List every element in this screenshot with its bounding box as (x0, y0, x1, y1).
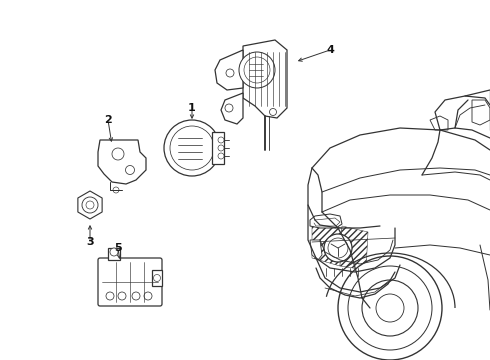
Circle shape (110, 248, 118, 256)
Circle shape (225, 104, 233, 112)
Circle shape (125, 166, 134, 175)
Circle shape (244, 57, 270, 83)
Circle shape (218, 137, 224, 143)
Polygon shape (310, 240, 322, 260)
Polygon shape (98, 140, 146, 184)
Text: 3: 3 (86, 237, 94, 247)
Circle shape (118, 292, 126, 300)
Text: 4: 4 (326, 45, 334, 55)
Circle shape (132, 292, 140, 300)
Circle shape (376, 294, 404, 322)
Text: 5: 5 (114, 243, 122, 253)
Circle shape (164, 120, 220, 176)
Polygon shape (212, 132, 224, 164)
Circle shape (226, 69, 234, 77)
Polygon shape (152, 270, 162, 286)
Polygon shape (78, 191, 102, 219)
Circle shape (348, 266, 432, 350)
Circle shape (170, 126, 214, 170)
Polygon shape (108, 248, 120, 260)
Circle shape (328, 238, 348, 258)
Circle shape (113, 187, 119, 193)
Circle shape (239, 52, 275, 88)
Circle shape (324, 234, 352, 262)
Circle shape (218, 145, 224, 151)
Polygon shape (310, 214, 342, 228)
Polygon shape (221, 93, 243, 124)
Polygon shape (312, 225, 342, 266)
Polygon shape (472, 100, 490, 125)
Circle shape (144, 292, 152, 300)
Text: 1: 1 (188, 103, 196, 113)
Polygon shape (340, 226, 368, 270)
Circle shape (86, 201, 94, 209)
Circle shape (338, 256, 442, 360)
Polygon shape (243, 40, 287, 118)
Text: 2: 2 (104, 115, 112, 125)
Circle shape (270, 108, 276, 116)
Circle shape (82, 197, 98, 213)
Circle shape (362, 280, 418, 336)
Polygon shape (215, 50, 243, 90)
Circle shape (218, 153, 224, 159)
Circle shape (106, 292, 114, 300)
Circle shape (153, 274, 161, 282)
Polygon shape (430, 116, 448, 130)
Circle shape (112, 148, 124, 160)
FancyBboxPatch shape (98, 258, 162, 306)
